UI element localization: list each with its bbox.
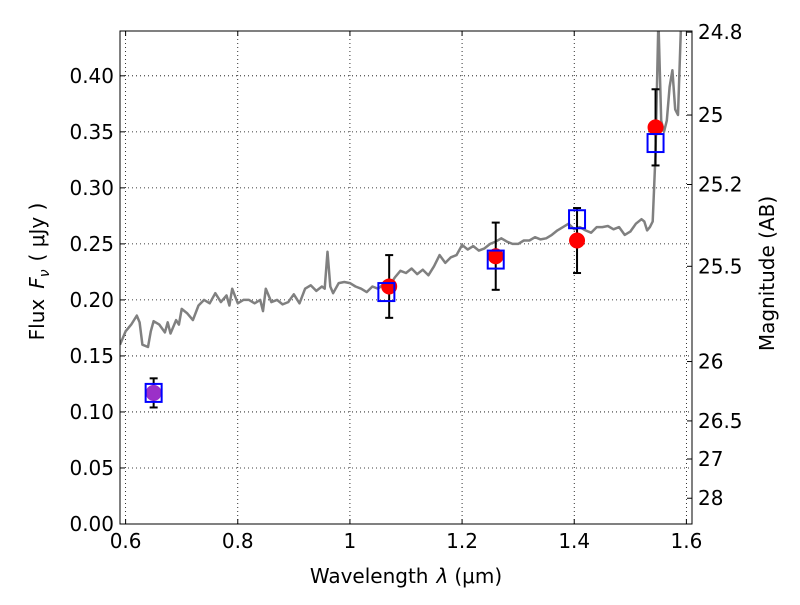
y-tick-label: 0.20 xyxy=(69,288,114,312)
x-tick-label: 1.6 xyxy=(670,529,702,553)
observed-point xyxy=(569,232,586,249)
y-tick-label: 0.40 xyxy=(69,64,114,88)
grid-lines xyxy=(120,31,692,525)
y-axis-title-text: Flux xyxy=(25,299,49,341)
y2-tick-label: 25 xyxy=(698,103,723,127)
x-tick-label: 1.2 xyxy=(446,529,478,553)
y2-tick-label: 28 xyxy=(698,486,723,510)
y-tick-label: 0.10 xyxy=(69,400,114,424)
model-photometry-box xyxy=(568,209,587,230)
y2-tick-label: 24.8 xyxy=(698,20,743,44)
y2-tick-label: 25.5 xyxy=(698,254,743,278)
spectrum-line xyxy=(120,31,683,349)
x-tick-label: 0.6 xyxy=(110,529,142,553)
y2-tick-label: 26.5 xyxy=(698,409,743,433)
y-axis-subscript: ν xyxy=(37,269,53,277)
x-axis-title: Wavelength λ (μm) xyxy=(310,564,502,588)
y-axis-unit: ( μJy ) xyxy=(25,203,49,262)
y-tick-label: 0.15 xyxy=(69,344,114,368)
y-axis-symbol: F xyxy=(25,277,49,289)
y-tick-label: 0.35 xyxy=(69,120,114,144)
x-axis-unit: (μm) xyxy=(454,564,502,588)
model-photometry-box xyxy=(377,282,396,303)
model-spectrum xyxy=(120,31,683,349)
x-axis-title-text: Wavelength xyxy=(310,564,429,588)
observed-point xyxy=(647,119,664,136)
model-photometry-box xyxy=(486,249,505,270)
x-tick-label: 1.4 xyxy=(558,529,590,553)
plot-frame xyxy=(119,30,693,525)
x-axis-symbol: λ xyxy=(436,564,449,588)
x-tick-label: 0.8 xyxy=(222,529,254,553)
y-tick-label: 0.00 xyxy=(69,512,114,536)
model-photometry-box xyxy=(646,133,665,154)
y-tick-label: 0.05 xyxy=(69,456,114,480)
y-axis-title: Flux Fν ( μJy ) xyxy=(25,203,53,341)
model-photometry-box xyxy=(144,382,163,403)
y2-tick-label: 26 xyxy=(698,350,723,374)
axis-ticks: 0.6 0.8 1 1.2 1.4 1.6 0.00 0.05 0.10 0.15 0.20 0.25… xyxy=(69,20,742,553)
y2-axis-title: Magnitude (AB) xyxy=(755,196,779,351)
y-tick-label: 0.25 xyxy=(69,232,114,256)
observed-point xyxy=(145,384,162,401)
data-points xyxy=(144,88,665,409)
y2-tick-label: 25.2 xyxy=(698,173,743,197)
y2-tick-label: 27 xyxy=(698,447,723,471)
y-tick-label: 0.30 xyxy=(69,176,114,200)
x-tick-label: 1 xyxy=(344,529,357,553)
